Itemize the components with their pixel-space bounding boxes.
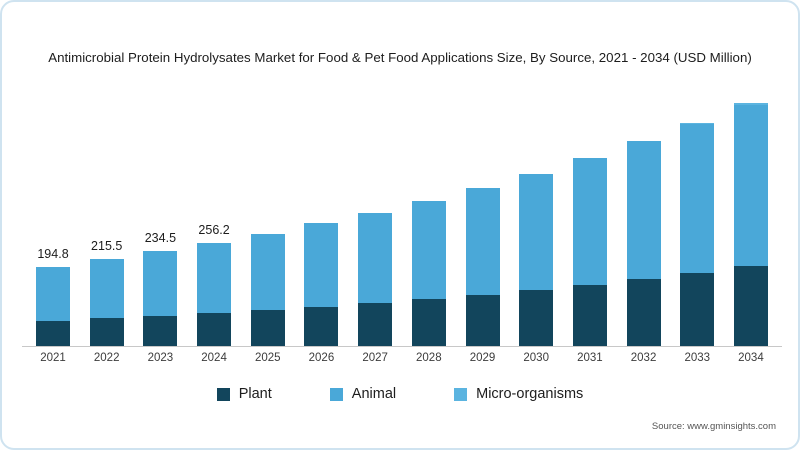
bar-segment-animal <box>572 158 607 285</box>
x-axis-tick-label: 2028 <box>416 352 442 364</box>
bar-column[interactable] <box>519 88 554 346</box>
bar-segment-animal <box>358 212 393 303</box>
legend-label: Plant <box>238 386 272 402</box>
bar-segment-animal <box>89 259 124 319</box>
x-axis-tick-label: 2027 <box>362 352 388 364</box>
bar-column[interactable]: 215.5 <box>89 88 124 346</box>
bar-column[interactable] <box>465 88 500 346</box>
bar-column[interactable] <box>304 88 339 346</box>
x-axis-tick-label: 2031 <box>577 352 603 364</box>
bar-segment-animal <box>733 104 768 267</box>
bar-segment-animal <box>626 141 661 280</box>
x-axis-tick-label: 2026 <box>308 352 335 364</box>
bar-value-label: 256.2 <box>198 222 230 237</box>
legend-swatch-icon <box>216 387 230 401</box>
source-note: Source: www.gminsights.com <box>651 421 776 432</box>
bar-segment-plant <box>304 306 339 346</box>
bar-segment-plant <box>358 302 393 346</box>
bar-segment-plant <box>572 284 607 346</box>
chart-legend: Plant Animal Micro-organisms <box>2 386 798 402</box>
bar-segment-micro-organisms <box>733 102 768 105</box>
x-axis-labels: 2021 2022 2023 2024 2025 2026 2027 2028 2029 2030… <box>22 352 782 372</box>
bar-segment-animal <box>465 187 500 295</box>
bar-segment-animal <box>304 223 339 307</box>
bar-segment-animal <box>680 124 715 274</box>
bar-group: 194.8 215.5 234.5 256.2 <box>22 88 782 346</box>
legend-label: Micro-organisms <box>476 386 584 402</box>
bar-segment-animal <box>250 233 285 310</box>
bar-column[interactable]: 234.5 <box>143 88 178 346</box>
bar-value-label: 215.5 <box>91 239 123 254</box>
bar-value-label: 234.5 <box>144 231 177 246</box>
legend-item-micro-organisms[interactable]: Micro-organisms <box>454 386 583 402</box>
bar-segment-plant <box>626 279 661 346</box>
bar-segment-plant <box>519 289 554 346</box>
legend-item-plant[interactable]: Plant <box>216 386 272 402</box>
x-axis-tick-label: 2023 <box>147 352 174 364</box>
bar-segment-plant <box>36 320 70 346</box>
x-axis-tick-label: 2025 <box>254 352 281 364</box>
bar-segment-plant <box>143 315 178 346</box>
bar-segment-plant <box>733 266 768 346</box>
chart-title: Antimicrobial Protein Hydrolysates Marke… <box>48 50 752 65</box>
bar-column[interactable] <box>411 88 446 346</box>
bar-column[interactable] <box>358 88 393 346</box>
x-axis-tick-label: 2021 <box>40 352 66 364</box>
bar-segment-plant <box>411 298 446 346</box>
bar-column[interactable] <box>733 88 768 346</box>
bar-segment-animal <box>197 242 232 313</box>
bar-segment-plant <box>250 309 285 346</box>
bar-column[interactable] <box>626 88 661 346</box>
x-axis-tick-label: 2022 <box>93 352 120 364</box>
bar-segment-animal <box>519 173 554 290</box>
x-axis-tick-label: 2029 <box>469 352 496 364</box>
legend-swatch-icon <box>329 387 343 401</box>
bar-value-label: 194.8 <box>37 247 69 262</box>
bar-segment-plant <box>465 294 500 346</box>
bar-segment-plant <box>680 273 715 346</box>
x-axis-tick-label: 2034 <box>738 352 764 364</box>
bar-segment-plant <box>197 312 232 346</box>
x-axis-tick-label: 2032 <box>630 352 657 364</box>
legend-swatch-icon <box>454 387 468 401</box>
bar-column[interactable] <box>572 88 607 346</box>
bar-segment-micro-organisms <box>680 122 715 125</box>
bar-segment-animal <box>143 251 178 316</box>
x-axis-line <box>22 346 782 347</box>
bar-column[interactable]: 256.2 <box>197 88 232 346</box>
bar-column[interactable] <box>680 88 715 346</box>
bar-segment-animal <box>36 267 70 321</box>
x-axis-tick-label: 2033 <box>684 352 711 364</box>
legend-item-animal[interactable]: Animal <box>329 386 397 402</box>
bar-segment-plant <box>89 318 124 346</box>
plot-area: 194.8 215.5 234.5 256.2 <box>22 88 782 346</box>
x-axis-tick-label: 2024 <box>201 352 227 364</box>
bar-column[interactable] <box>250 88 285 346</box>
bar-column[interactable]: 194.8 <box>36 88 70 346</box>
legend-label: Animal <box>351 386 397 402</box>
x-axis-tick-label: 2030 <box>523 352 549 364</box>
bar-segment-animal <box>411 200 446 299</box>
